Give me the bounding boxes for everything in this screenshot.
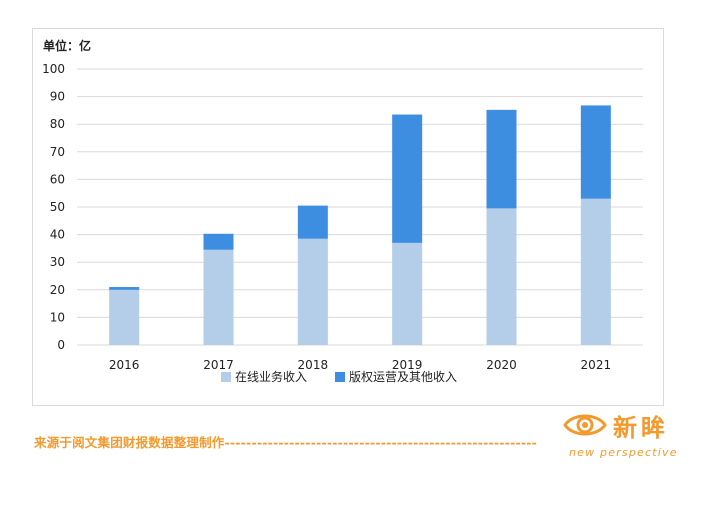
- legend-swatch: [221, 372, 231, 382]
- y-tick-label: 0: [57, 338, 65, 352]
- bar-segment-2018-series-0: [297, 238, 328, 345]
- bar-segment-2018-series-1: [297, 205, 328, 239]
- y-tick-label: 70: [50, 145, 65, 159]
- legend-label: 在线业务收入: [235, 369, 307, 384]
- bar-segment-2017-series-1: [203, 233, 234, 250]
- x-tick-label: 2019: [392, 358, 423, 372]
- y-tick-label: 10: [50, 310, 65, 324]
- y-tick-label: 40: [50, 228, 65, 242]
- bar-segment-2019-series-0: [392, 242, 423, 345]
- x-tick-label: 2017: [203, 358, 234, 372]
- x-tick-label: 2016: [109, 358, 140, 372]
- bar-segment-2017-series-0: [203, 249, 234, 345]
- legend-swatch: [335, 372, 345, 382]
- x-tick-label: 2018: [298, 358, 329, 372]
- bar-segment-2019-series-1: [392, 114, 423, 243]
- bar-segment-2016-series-0: [109, 289, 140, 345]
- unit-label: 单位：亿: [43, 38, 91, 53]
- y-tick-label: 100: [42, 62, 65, 76]
- bar-segment-2020-series-1: [486, 109, 517, 209]
- y-tick-label: 80: [50, 117, 65, 131]
- stacked-bar-chart: 单位：亿 0 10 20 30 40 50 60 70 80 90 100 2016 2017 2018…: [42, 38, 643, 384]
- source-note: 来源于阅文集团财报数据整理制作-------------------------…: [34, 435, 538, 450]
- legend-label: 版权运营及其他收入: [349, 370, 457, 384]
- x-tick-label: 2021: [581, 358, 612, 372]
- y-tick-label: 30: [50, 255, 65, 269]
- bar-segment-2016-series-1: [109, 287, 140, 290]
- logo-chinese-text: 新眸: [613, 414, 669, 442]
- bar-segment-2020-series-0: [486, 208, 517, 345]
- eye-logo-icon: [563, 414, 607, 436]
- bar-segment-2021-series-0: [580, 198, 611, 345]
- y-tick-label: 20: [50, 283, 65, 297]
- y-tick-label: 50: [50, 200, 65, 214]
- chart-frame: 单位：亿 0 10 20 30 40 50 60 70 80 90 100 2016 2017 2018…: [32, 28, 664, 406]
- brand-logo: 新眸 new perspective: [563, 408, 703, 464]
- bar-segment-2021-series-1: [580, 105, 611, 199]
- x-tick-label: 2020: [486, 358, 517, 372]
- y-tick-label: 60: [50, 172, 65, 186]
- y-tick-label: 90: [50, 90, 65, 104]
- logo-english-text: new perspective: [569, 446, 678, 459]
